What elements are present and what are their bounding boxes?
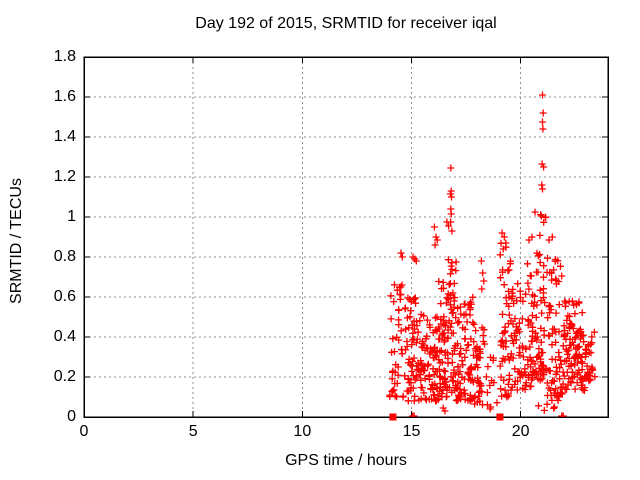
y-tick-label: 1.4	[53, 128, 76, 145]
x-tick-label: 10	[293, 423, 312, 440]
y-tick-label: 0	[67, 408, 76, 425]
flag-square-markers	[389, 413, 504, 421]
chart-title: Day 192 of 2015, SRMTID for receiver iqa…	[195, 15, 497, 32]
y-tick-label: 1.2	[53, 168, 76, 185]
y-tick-label: 1.8	[53, 48, 76, 65]
x-axis-label: GPS time / hours	[285, 452, 407, 469]
x-tick-label: 5	[188, 423, 198, 440]
y-tick-label: 0.2	[53, 368, 76, 385]
y-tick-label: 1	[67, 208, 76, 225]
y-tick-label: 0.8	[53, 248, 76, 265]
x-tick-label: 15	[402, 423, 421, 440]
plot-border	[83, 56, 609, 418]
y-tick-label: 1.6	[53, 88, 76, 105]
data-points	[386, 91, 599, 417]
x-tick-label: 0	[79, 423, 89, 440]
y-axis-label: SRMTID / TECUs	[8, 178, 25, 304]
y-tick-label: 0.6	[53, 288, 76, 305]
y-tick-label: 0.4	[53, 328, 76, 345]
x-tick-label: 20	[511, 423, 530, 440]
